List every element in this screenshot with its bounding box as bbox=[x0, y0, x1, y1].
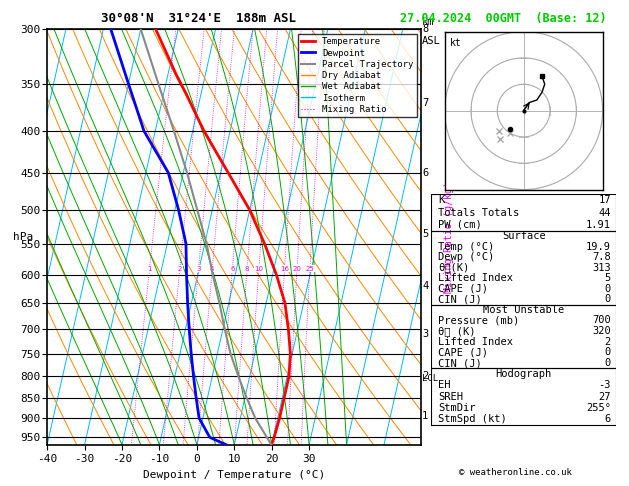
Text: 4: 4 bbox=[210, 266, 214, 272]
Text: 6: 6 bbox=[230, 266, 235, 272]
Text: © weatheronline.co.uk: © weatheronline.co.uk bbox=[459, 468, 572, 477]
Text: 19.9: 19.9 bbox=[586, 242, 611, 252]
Text: θᴇ (K): θᴇ (K) bbox=[438, 326, 476, 336]
Text: 5: 5 bbox=[422, 229, 428, 239]
Text: StmSpd (kt): StmSpd (kt) bbox=[438, 414, 507, 424]
Text: 3: 3 bbox=[422, 329, 428, 339]
Text: Temp (°C): Temp (°C) bbox=[438, 242, 494, 252]
Text: 7.8: 7.8 bbox=[592, 252, 611, 262]
Text: 20: 20 bbox=[292, 266, 301, 272]
Text: 7: 7 bbox=[422, 99, 428, 108]
Text: 320: 320 bbox=[592, 326, 611, 336]
Text: 10: 10 bbox=[254, 266, 264, 272]
Text: 0: 0 bbox=[604, 347, 611, 357]
Text: K: K bbox=[438, 195, 445, 206]
Text: 2: 2 bbox=[177, 266, 182, 272]
Text: CIN (J): CIN (J) bbox=[438, 358, 482, 368]
Text: 16: 16 bbox=[280, 266, 289, 272]
Text: 8: 8 bbox=[422, 24, 428, 34]
Text: Pressure (mb): Pressure (mb) bbox=[438, 315, 520, 326]
Text: EH: EH bbox=[438, 380, 451, 390]
Text: CAPE (J): CAPE (J) bbox=[438, 347, 488, 357]
Text: 1: 1 bbox=[422, 411, 428, 421]
X-axis label: Dewpoint / Temperature (°C): Dewpoint / Temperature (°C) bbox=[143, 470, 325, 480]
Text: 2: 2 bbox=[604, 337, 611, 347]
Text: Totals Totals: Totals Totals bbox=[438, 208, 520, 218]
Text: 3: 3 bbox=[196, 266, 201, 272]
Text: 44: 44 bbox=[598, 208, 611, 218]
Text: 8: 8 bbox=[245, 266, 249, 272]
Text: LCL: LCL bbox=[422, 374, 438, 383]
Text: 700: 700 bbox=[592, 315, 611, 326]
Text: 4: 4 bbox=[422, 281, 428, 291]
Text: ASL: ASL bbox=[422, 35, 441, 46]
Text: 5: 5 bbox=[604, 273, 611, 283]
Text: 25: 25 bbox=[306, 266, 314, 272]
Text: Surface: Surface bbox=[502, 231, 545, 241]
Text: Mixing Ratio (g/kg): Mixing Ratio (g/kg) bbox=[445, 181, 455, 293]
Text: StmDir: StmDir bbox=[438, 403, 476, 413]
Text: km: km bbox=[422, 17, 435, 27]
Text: 313: 313 bbox=[592, 262, 611, 273]
Text: SREH: SREH bbox=[438, 392, 464, 401]
Text: Lifted Index: Lifted Index bbox=[438, 337, 513, 347]
Text: 6: 6 bbox=[422, 168, 428, 178]
Text: 6: 6 bbox=[604, 414, 611, 424]
Text: 2: 2 bbox=[422, 371, 428, 382]
Text: CIN (J): CIN (J) bbox=[438, 294, 482, 304]
Text: 0: 0 bbox=[604, 294, 611, 304]
Text: 27: 27 bbox=[598, 392, 611, 401]
Text: 1: 1 bbox=[147, 266, 152, 272]
Text: 0: 0 bbox=[604, 284, 611, 294]
Text: 30°08'N  31°24'E  188m ASL: 30°08'N 31°24'E 188m ASL bbox=[101, 12, 296, 25]
Text: PW (cm): PW (cm) bbox=[438, 220, 482, 230]
Text: 1.91: 1.91 bbox=[586, 220, 611, 230]
Text: -3: -3 bbox=[598, 380, 611, 390]
Text: Lifted Index: Lifted Index bbox=[438, 273, 513, 283]
Text: 17: 17 bbox=[598, 195, 611, 206]
Text: CAPE (J): CAPE (J) bbox=[438, 284, 488, 294]
Text: θᴇ(K): θᴇ(K) bbox=[438, 262, 469, 273]
Text: Hodograph: Hodograph bbox=[496, 369, 552, 379]
Text: 0: 0 bbox=[604, 358, 611, 368]
Text: 255°: 255° bbox=[586, 403, 611, 413]
Legend: Temperature, Dewpoint, Parcel Trajectory, Dry Adiabat, Wet Adiabat, Isotherm, Mi: Temperature, Dewpoint, Parcel Trajectory… bbox=[298, 34, 417, 118]
Text: Most Unstable: Most Unstable bbox=[483, 305, 564, 315]
Text: hPa: hPa bbox=[13, 232, 33, 242]
Text: Dewp (°C): Dewp (°C) bbox=[438, 252, 494, 262]
Text: 27.04.2024  00GMT  (Base: 12): 27.04.2024 00GMT (Base: 12) bbox=[400, 12, 606, 25]
Text: kt: kt bbox=[449, 38, 461, 48]
